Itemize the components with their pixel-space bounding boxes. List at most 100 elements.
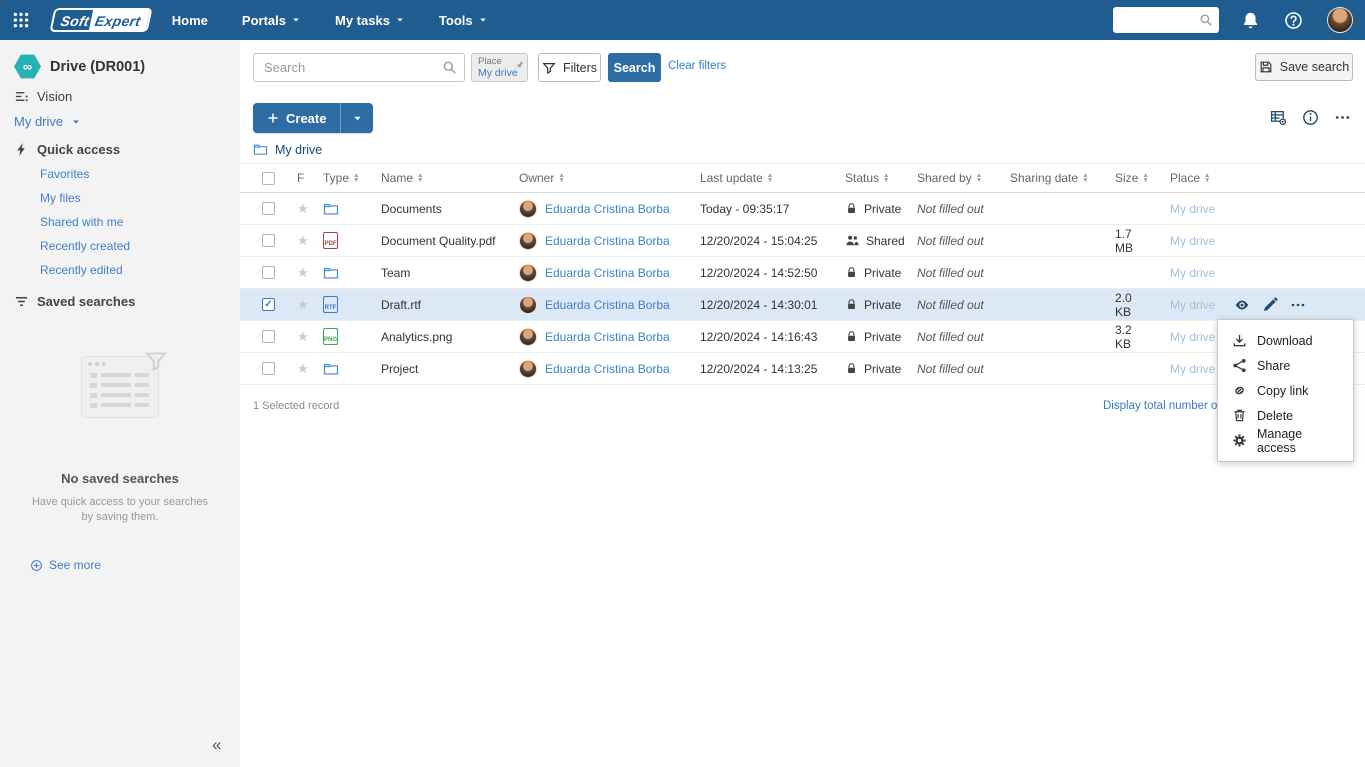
sort-icon[interactable]	[417, 173, 423, 183]
favorite-star-icon[interactable]: ★	[297, 264, 309, 280]
owner-link[interactable]: Eduarda Cristina Borba	[545, 233, 670, 248]
main-nav: Home Portals My tasks Tools	[172, 13, 488, 28]
last-update: 12/20/2024 - 14:52:50	[700, 265, 818, 280]
column-header-owner[interactable]: Owner	[519, 171, 700, 185]
apps-grid-icon[interactable]	[12, 11, 30, 29]
place-link[interactable]: My drive	[1170, 361, 1216, 376]
owner-link[interactable]: Eduarda Cristina Borba	[545, 297, 670, 312]
menu-item-download[interactable]: Download	[1218, 328, 1353, 353]
place-filter-chip[interactable]: Place My drive	[471, 53, 528, 82]
breadcrumb[interactable]: My drive	[253, 142, 322, 157]
table-row-project[interactable]: ★ Project Eduarda Cristina Borba 12/20/2…	[240, 353, 1365, 385]
table-body: ★ Documents Eduarda Cristina Borba Today…	[240, 193, 1365, 385]
table-settings-icon[interactable]	[1270, 109, 1287, 126]
softexpert-logo[interactable]: Soft Expert	[49, 8, 153, 32]
search-input[interactable]	[253, 53, 465, 82]
column-header-last-update[interactable]: Last update	[700, 171, 845, 185]
owner-link[interactable]: Eduarda Cristina Borba	[545, 201, 670, 216]
favorite-star-icon[interactable]: ★	[297, 232, 309, 248]
status-text: Private	[864, 297, 902, 312]
shared-by: Not filled out	[917, 361, 984, 376]
place-link[interactable]: My drive	[1170, 265, 1216, 280]
row-checkbox[interactable]	[262, 202, 275, 215]
status-text: Private	[864, 329, 902, 344]
row-checkbox[interactable]	[262, 266, 275, 279]
menu-item-manage-access[interactable]: Manage access	[1218, 427, 1353, 455]
sort-icon[interactable]	[1082, 173, 1088, 183]
favorite-star-icon[interactable]: ★	[297, 328, 309, 344]
nav-item-portals[interactable]: Portals	[242, 13, 301, 28]
ellipsis-more-icon[interactable]	[1334, 109, 1351, 126]
sidebar-item-favorites[interactable]: Favorites	[40, 167, 90, 181]
column-header-shared-by[interactable]: Shared by	[917, 171, 1010, 185]
lock-icon	[845, 298, 858, 311]
eye-view-icon[interactable]	[1234, 297, 1250, 313]
owner-link[interactable]: Eduarda Cristina Borba	[545, 361, 670, 376]
see-more-link[interactable]: See more	[30, 558, 101, 572]
nav-item-tools[interactable]: Tools	[439, 13, 488, 28]
user-avatar[interactable]	[1327, 7, 1353, 33]
row-checkbox[interactable]	[262, 362, 275, 375]
create-dropdown-button[interactable]	[341, 103, 373, 133]
nav-item-home[interactable]: Home	[171, 12, 208, 28]
info-icon[interactable]	[1302, 109, 1319, 126]
create-button[interactable]: Create	[253, 103, 342, 133]
column-header-name[interactable]: Name	[381, 171, 519, 185]
save-search-button[interactable]: Save search	[1255, 53, 1353, 81]
menu-item-copy-link[interactable]: Copy link	[1218, 378, 1353, 403]
sort-icon[interactable]	[767, 173, 773, 183]
search-button[interactable]: Search	[608, 53, 661, 82]
sidebar-section-saved-searches[interactable]: Saved searches	[14, 294, 135, 309]
sidebar-item-my-files[interactable]: My files	[40, 191, 81, 205]
place-link[interactable]: My drive	[1170, 201, 1216, 216]
folder-icon	[323, 361, 339, 377]
sidebar-item-shared-with-me[interactable]: Shared with me	[40, 215, 124, 229]
table-row-document-quality-pdf[interactable]: ★ PDF Document Quality.pdf Eduarda Crist…	[240, 225, 1365, 257]
favorite-star-icon[interactable]: ★	[297, 296, 309, 312]
filters-button[interactable]: Filters	[538, 53, 601, 82]
table-row-draft-rtf-selected[interactable]: ★ RTF Draft.rtf Eduarda Cristina Borba 1…	[240, 289, 1365, 321]
row-checkbox[interactable]	[262, 234, 275, 247]
sidebar-section-quick-access[interactable]: Quick access	[14, 142, 120, 157]
owner-link[interactable]: Eduarda Cristina Borba	[545, 329, 670, 344]
column-header-type[interactable]: Type	[323, 171, 381, 185]
help-icon[interactable]	[1284, 11, 1303, 30]
file-name: Team	[381, 265, 411, 280]
sidebar-item-recently-edited[interactable]: Recently edited	[40, 263, 123, 277]
column-header-place[interactable]: Place	[1145, 171, 1365, 185]
sort-icon[interactable]	[353, 173, 359, 183]
pencil-edit-icon[interactable]	[1262, 297, 1278, 313]
row-checkbox-checked[interactable]	[262, 298, 275, 311]
table-row-team[interactable]: ★ Team Eduarda Cristina Borba 12/20/2024…	[240, 257, 1365, 289]
favorite-star-icon[interactable]: ★	[297, 360, 309, 376]
sort-icon[interactable]	[976, 173, 982, 183]
column-header-favorite[interactable]: F	[297, 171, 305, 185]
menu-item-delete[interactable]: Delete	[1218, 403, 1353, 428]
pin-icon	[514, 57, 524, 70]
column-header-status[interactable]: Status	[845, 171, 917, 185]
sidebar-item-recently-created[interactable]: Recently created	[40, 239, 131, 253]
owner-link[interactable]: Eduarda Cristina Borba	[545, 265, 670, 280]
clear-filters-link[interactable]: Clear filters	[668, 60, 727, 72]
place-link[interactable]: My drive	[1170, 329, 1216, 344]
place-link[interactable]: My drive	[1170, 297, 1216, 312]
favorite-star-icon[interactable]: ★	[297, 200, 309, 216]
place-link[interactable]: My drive	[1170, 233, 1216, 248]
sidebar: ∞ Drive (DR001) Vision My drive Quick ac…	[0, 40, 240, 767]
sidebar-item-vision[interactable]: Vision	[14, 89, 72, 104]
column-header-sharing-date[interactable]: Sharing date	[1010, 171, 1115, 185]
collapse-sidebar-icon[interactable]: «	[212, 735, 222, 754]
table-row-analytics-png[interactable]: ★ PNG Analytics.png Eduarda Cristina Bor…	[240, 321, 1365, 353]
column-header-size[interactable]: Size	[1115, 171, 1145, 185]
menu-item-share[interactable]: Share	[1218, 353, 1353, 378]
sidebar-item-my-drive[interactable]: My drive	[14, 114, 81, 129]
nav-item-my-tasks[interactable]: My tasks	[335, 13, 405, 28]
select-all-checkbox[interactable]	[262, 171, 275, 185]
table-row-documents[interactable]: ★ Documents Eduarda Cristina Borba Today…	[240, 193, 1365, 225]
notifications-bell-icon[interactable]	[1241, 11, 1260, 30]
sort-icon[interactable]	[558, 173, 564, 183]
row-checkbox[interactable]	[262, 330, 275, 343]
sort-icon[interactable]	[1204, 173, 1210, 183]
sort-icon[interactable]	[883, 173, 889, 183]
ellipsis-more-icon[interactable]	[1290, 297, 1306, 313]
